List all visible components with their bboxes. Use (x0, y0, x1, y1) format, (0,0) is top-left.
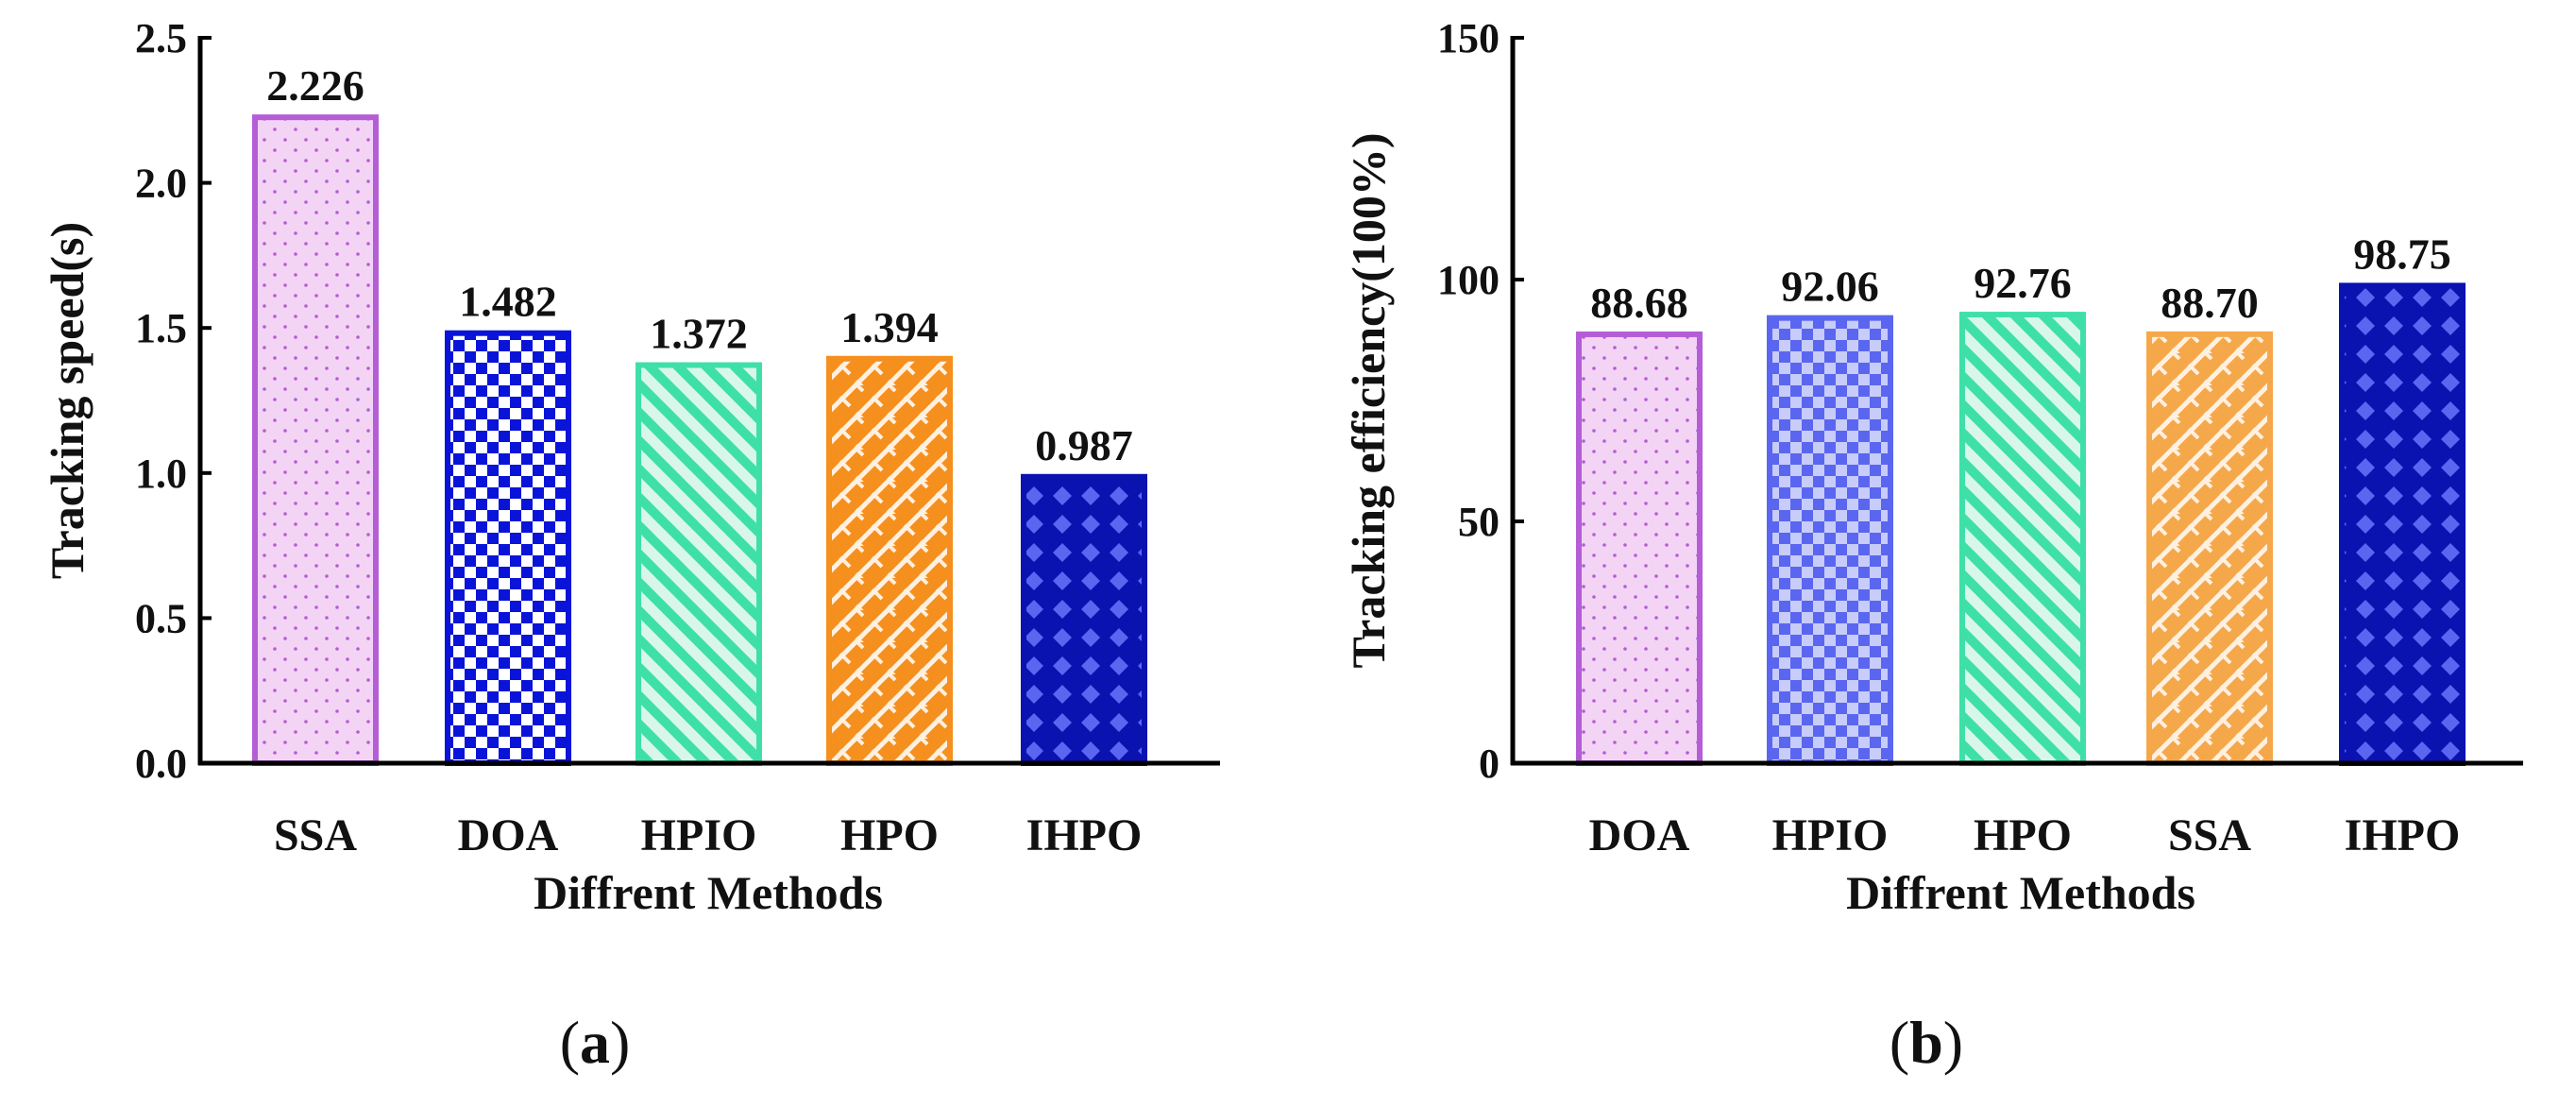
x-axis-labels-b: DOA HPIO HPO SSA IHPO (1589, 810, 2461, 860)
y-tick-label: 100 (1437, 257, 1500, 303)
x-tick-label: IHPO (1026, 810, 1143, 860)
data-label: 92.06 (1781, 263, 1879, 311)
data-label: 88.70 (2161, 279, 2259, 327)
bar-doa (445, 330, 571, 766)
data-label: 0.987 (1035, 421, 1133, 469)
bar-doa (1576, 331, 1703, 766)
chart-panel-b: 88.68 92.06 92.76 88.70 98.75 0 50 100 150 DOA H… (1342, 15, 2523, 1076)
panel-label-b: (b) (1890, 1009, 1963, 1076)
data-label: 88.68 (1590, 279, 1688, 327)
panel-label-a-letter: a (580, 1009, 610, 1076)
y-axis-ticks-b: 0 50 100 150 (1437, 15, 1524, 787)
bar-ihpo (2339, 282, 2466, 766)
x-tick-label: IHPO (2345, 810, 2461, 860)
data-label: 98.75 (2353, 230, 2451, 278)
value-labels-group-b: 88.68 92.06 92.76 88.70 98.75 (1590, 230, 2451, 327)
x-tick-label: HPO (840, 810, 939, 860)
x-tick-label: SSA (274, 810, 357, 860)
x-axis-title-b: Diffrent Methods (1846, 866, 2195, 919)
x-axis-title-a: Diffrent Methods (534, 866, 883, 919)
data-label: 2.226 (266, 61, 364, 110)
y-tick-label: 50 (1458, 499, 1500, 545)
data-label: 1.482 (459, 278, 557, 326)
bars-group-b (1576, 282, 2466, 766)
data-label: 1.372 (650, 310, 748, 358)
x-tick-label: SSA (2168, 810, 2251, 860)
y-tick-label: 1.0 (135, 451, 187, 497)
y-tick-label: 0.5 (135, 595, 187, 641)
y-tick-label: 150 (1437, 15, 1500, 61)
y-tick-label: 2.0 (135, 161, 187, 207)
bar-hpio (636, 362, 762, 766)
bar-ssa (2146, 331, 2273, 766)
bar-ssa (252, 114, 379, 767)
bar-hpo (1959, 312, 2086, 766)
x-tick-label: HPIO (1772, 810, 1889, 860)
value-labels-group-a: 2.226 1.482 1.372 1.394 0.987 (266, 61, 1133, 469)
y-tick-label: 0.0 (135, 741, 187, 787)
chart-panel-a: 2.226 1.482 1.372 1.394 0.987 0.0 0.5 1.0 1.5 2.… (41, 15, 1220, 1076)
y-axis-title-a: Tracking speed(s) (41, 222, 93, 579)
bar-ihpo (1021, 473, 1147, 766)
x-tick-label: DOA (458, 810, 559, 860)
x-tick-label: HPO (1974, 810, 2072, 860)
data-label: 92.76 (1974, 259, 2072, 307)
bar-hpio (1767, 315, 1893, 766)
y-axis-title-b: Tracking efficiency(100%) (1342, 133, 1395, 669)
y-axis-ticks-a: 0.0 0.5 1.0 1.5 2.0 2.5 (135, 15, 212, 787)
x-tick-label: DOA (1589, 810, 1690, 860)
bar-hpo (826, 355, 953, 766)
y-tick-label: 1.5 (135, 305, 187, 351)
x-axis-labels-a: SSA DOA HPIO HPO IHPO (274, 810, 1142, 860)
y-tick-label: 0 (1479, 741, 1500, 787)
panel-label-a: (a) (560, 1009, 631, 1076)
data-label: 1.394 (840, 303, 939, 351)
x-tick-label: HPIO (641, 810, 757, 860)
panel-label-b-letter: b (1909, 1009, 1943, 1076)
y-tick-label: 2.5 (135, 15, 187, 61)
bars-group-a (252, 114, 1147, 767)
